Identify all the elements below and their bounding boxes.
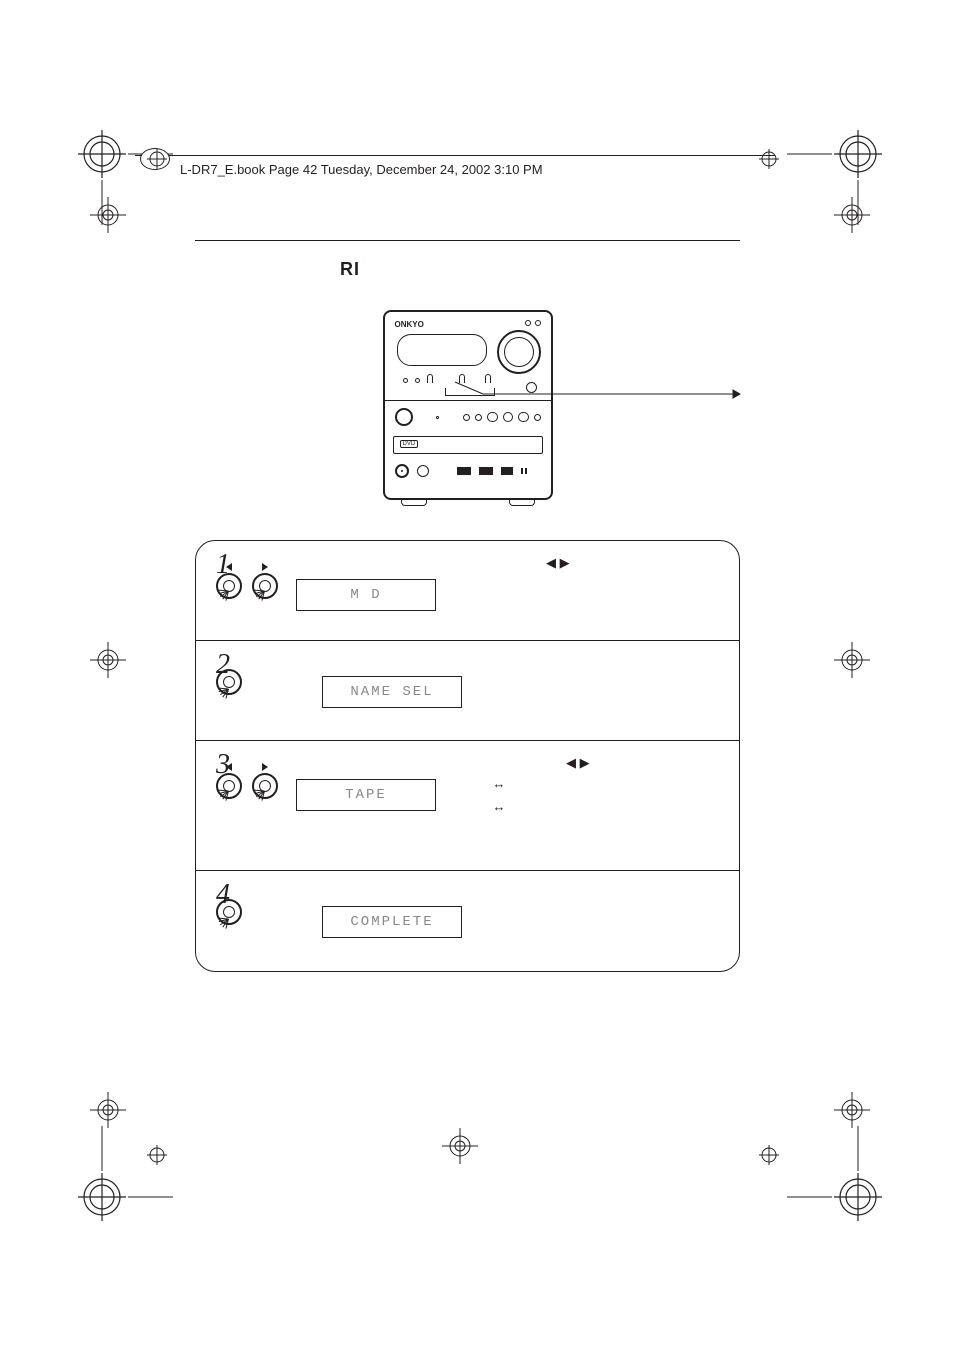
page-info-rule — [135, 155, 775, 156]
dual-rotary-icon — [216, 569, 278, 621]
arrows-icon: ◀ ▶ — [566, 755, 590, 771]
device-brand: ONKYO — [395, 320, 424, 329]
mode-map: ↔ ↔ — [484, 772, 514, 819]
dual-rotary-icon — [216, 769, 278, 821]
steps-panel: 1 ◀ ▶ M D 2 — [195, 540, 740, 972]
step-1: 1 ◀ ▶ M D — [196, 541, 739, 641]
bidir-arrow-icon: ↔ — [484, 795, 514, 818]
bidir-arrow-icon: ↔ — [484, 772, 514, 795]
step-2: 2 NAME SEL — [196, 641, 739, 741]
lcd-display: TAPE — [296, 779, 436, 811]
step-4: 4 COMPLETE — [196, 871, 739, 971]
callout-line — [455, 382, 755, 442]
arrows-icon: ◀ ▶ — [546, 555, 570, 571]
single-rotary-icon — [216, 669, 258, 715]
section-rule — [195, 240, 740, 241]
page-info-text: L-DR7_E.book Page 42 Tuesday, December 2… — [180, 162, 543, 177]
single-rotary-icon — [216, 899, 258, 945]
device-dial — [497, 330, 541, 374]
lcd-display: NAME SEL — [322, 676, 462, 708]
tray-label: DVD — [400, 440, 419, 448]
lcd-display: COMPLETE — [322, 906, 462, 938]
ri-label: RI — [340, 259, 740, 280]
step-3: 3 ◀ ▶ TAPE ↔ — [196, 741, 739, 871]
device-display — [397, 334, 487, 366]
main-content: RI ONKYO — [195, 240, 740, 972]
lcd-display: M D — [296, 579, 436, 611]
